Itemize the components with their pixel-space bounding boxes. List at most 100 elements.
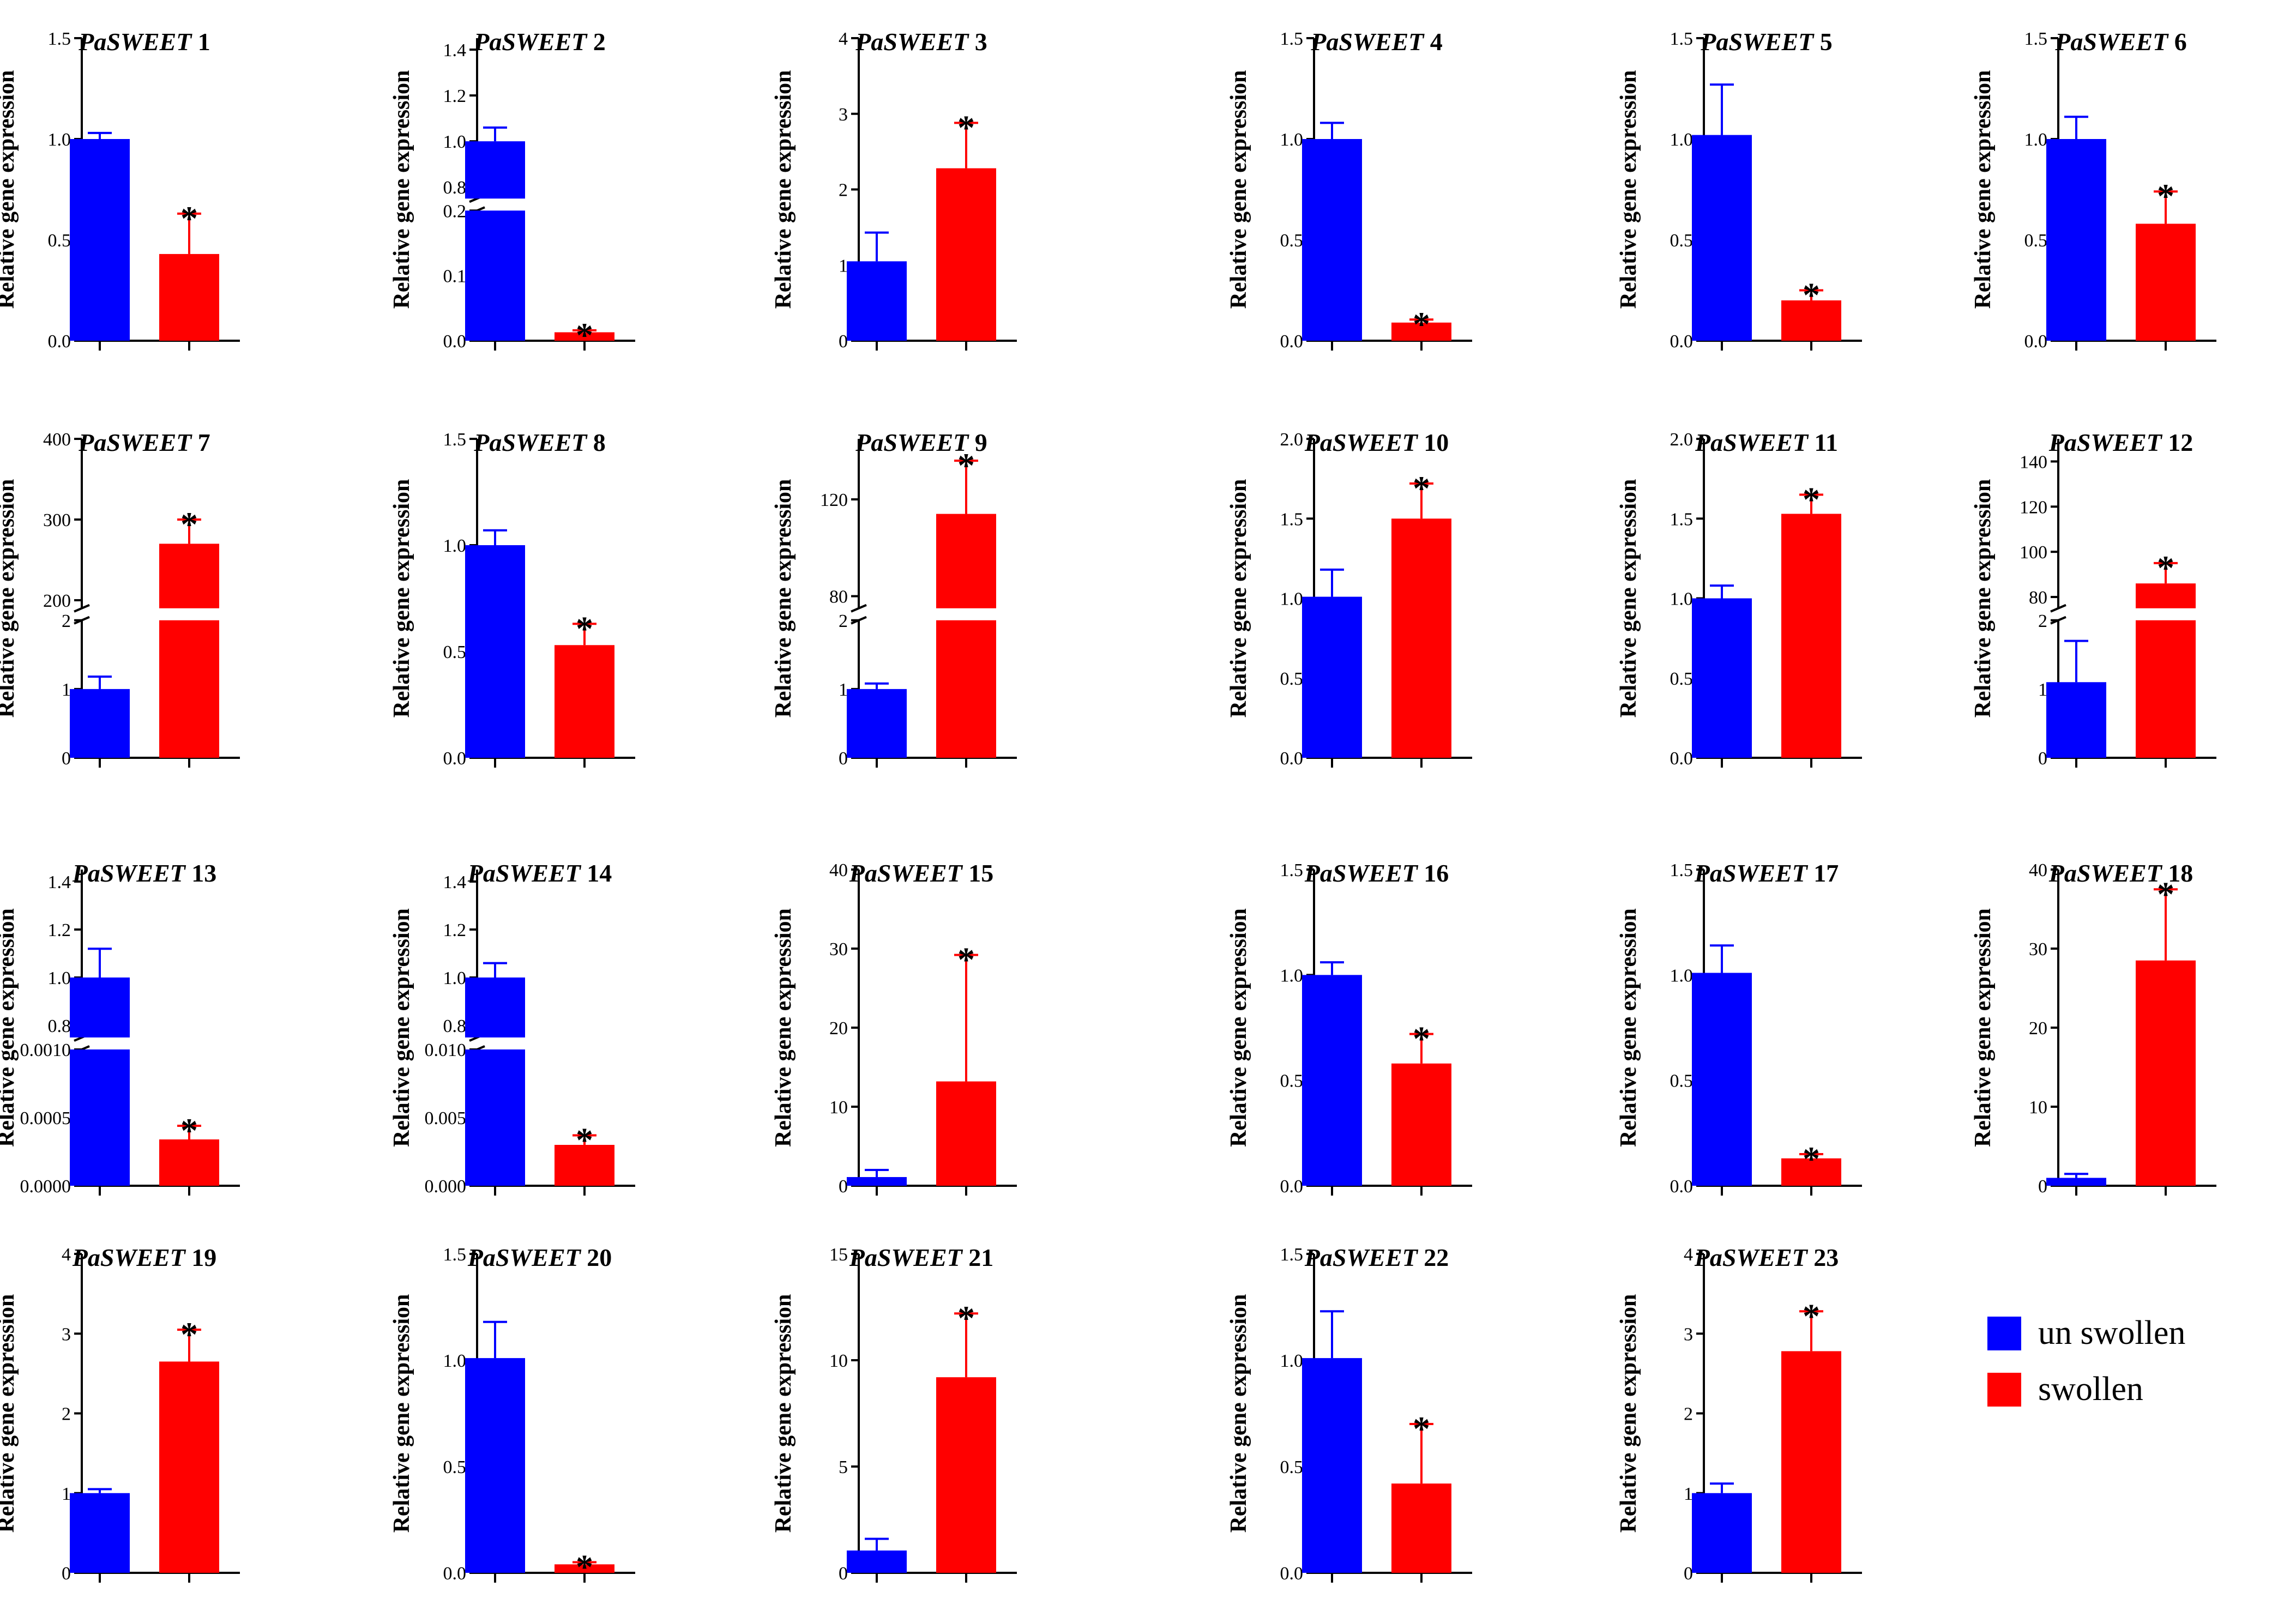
y-axis-label: Relative gene expression (771, 908, 796, 1147)
y-tick-label: 0 (839, 1176, 848, 1197)
bar-swollen (936, 1081, 996, 1186)
title-number: 8 (587, 429, 606, 456)
y-tick-label: 1.0 (48, 130, 71, 150)
axis-break-mark (851, 604, 867, 613)
title-number: 2 (587, 28, 606, 56)
y-tick-label: 1.2 (443, 920, 467, 940)
significance-marker: * (180, 1111, 198, 1150)
y-tick-label: 5 (839, 1457, 848, 1477)
y-tick-label: 80 (2029, 588, 2047, 608)
title-number: 21 (962, 1244, 994, 1271)
y-tick-label: 1 (2038, 680, 2047, 700)
y-tick-label: 0.0 (443, 1564, 467, 1584)
chart-title: PaSWEET 5 (1700, 28, 1833, 56)
y-tick-label: 1.5 (48, 29, 71, 49)
title-number: 14 (581, 859, 612, 887)
bar-swollen (555, 1564, 614, 1573)
legend-swatch-un-swollen (1987, 1317, 2021, 1350)
y-tick-label: 1.0 (1280, 130, 1304, 150)
title-gene: PaSWEET (2048, 859, 2163, 887)
y-tick-label: 1.5 (1280, 509, 1304, 529)
bar-swollen (1391, 1483, 1451, 1573)
title-gene: PaSWEET (72, 1244, 186, 1271)
y-tick-label: 4 (1684, 1245, 1693, 1265)
y-axis-label: Relative gene expression (771, 479, 796, 718)
y-tick-label: 0 (839, 749, 848, 769)
y-axis-label: Relative gene expression (389, 908, 414, 1147)
y-tick-label: 1.0 (443, 968, 467, 988)
chart-title: PaSWEET 22 (1304, 1244, 1449, 1271)
bar-un-swollen (1692, 598, 1752, 758)
y-tick-label: 0.010 (425, 1040, 467, 1060)
y-tick-label: 200 (43, 591, 71, 611)
title-gene: PaSWEET (1695, 429, 1809, 456)
y-tick-label: 300 (43, 510, 71, 530)
chart-title: PaSWEET 23 (1694, 1244, 1839, 1271)
y-tick-label: 40 (829, 860, 848, 880)
significance-marker: * (1803, 276, 1820, 315)
y-axis-label: Relative gene expression (771, 70, 796, 309)
y-tick-label: 20 (829, 1018, 848, 1039)
bar-swollen (936, 168, 996, 341)
significance-marker: * (957, 940, 975, 979)
y-tick-label: 1.0 (1670, 966, 1694, 986)
y-tick-label: 0.8 (443, 1016, 467, 1036)
chart-title: PaSWEET 19 (72, 1244, 217, 1271)
y-axis-label: Relative gene expression (1970, 479, 1996, 718)
y-tick-label: 10 (829, 1097, 848, 1118)
significance-marker: * (576, 609, 593, 648)
chart-title: PaSWEET 4 (1310, 28, 1443, 56)
y-axis-label: Relative gene expression (389, 1294, 414, 1533)
title-gene: PaSWEET (467, 859, 582, 887)
y-tick-label: 4 (839, 29, 848, 49)
y-tick-label: 80 (829, 587, 848, 607)
bar-un-swollen (847, 1177, 907, 1186)
y-tick-label: 0.0 (1280, 1176, 1304, 1197)
y-tick-label: 0.0005 (20, 1108, 71, 1129)
title-number: 13 (185, 859, 217, 887)
title-number: 3 (968, 28, 987, 56)
y-tick-label: 0 (62, 749, 71, 769)
y-tick-label: 1.5 (443, 1245, 467, 1265)
y-tick-label: 140 (2020, 452, 2047, 472)
significance-marker: * (957, 446, 975, 485)
bar-swollen (1391, 1063, 1451, 1186)
bar-un-swollen-lower (465, 1049, 525, 1186)
title-gene: PaSWEET (1694, 859, 1809, 887)
bar-un-swollen (465, 545, 525, 758)
chart-title: PaSWEET 21 (849, 1244, 994, 1271)
y-tick-label: 3 (839, 105, 848, 125)
y-tick-label: 2 (839, 180, 848, 201)
significance-marker: * (1413, 1019, 1430, 1058)
panel-20: 0.0 0.5 1.0 1.5 Relative gene expression PaSW… (389, 1244, 635, 1586)
y-axis-label: Relative gene expression (1616, 908, 1641, 1147)
y-tick-label: 0.1 (443, 267, 467, 287)
y-axis-label: Relative gene expression (0, 908, 19, 1147)
title-gene: PaSWEET (78, 429, 192, 456)
y-tick-label: 0.5 (443, 1457, 467, 1477)
y-tick-label: 2 (62, 1404, 71, 1425)
chart-title: PaSWEET 14 (467, 859, 612, 887)
bar-un-swollen (70, 689, 130, 758)
bar-un-swollen (847, 261, 907, 341)
bar-swollen (2136, 224, 2196, 341)
y-tick-label: 1.0 (48, 968, 71, 988)
bar-swollen (1781, 514, 1841, 758)
y-tick-label: 1 (839, 680, 848, 700)
y-tick-label: 1.2 (48, 920, 71, 940)
y-tick-label: 0.5 (1670, 231, 1694, 251)
title-number: 1 (191, 28, 210, 56)
y-tick-label: 3 (1684, 1324, 1693, 1344)
panel-15: 0 10 20 30 40 Relative gene expression PaSWEET… (771, 859, 1017, 1197)
y-tick-label: 0.5 (1280, 669, 1304, 689)
y-tick-label: 0.0010 (20, 1040, 71, 1060)
y-axis-label: Relative gene expression (1226, 1294, 1251, 1533)
chart-title: PaSWEET 18 (2048, 859, 2193, 887)
y-tick-label: 0.5 (1670, 669, 1694, 689)
title-gene: PaSWEET (2048, 429, 2163, 456)
y-tick-label: 0.5 (48, 231, 71, 251)
title-gene: PaSWEET (78, 28, 192, 56)
bar-swollen (1391, 518, 1451, 758)
bar-swollen (555, 332, 614, 341)
